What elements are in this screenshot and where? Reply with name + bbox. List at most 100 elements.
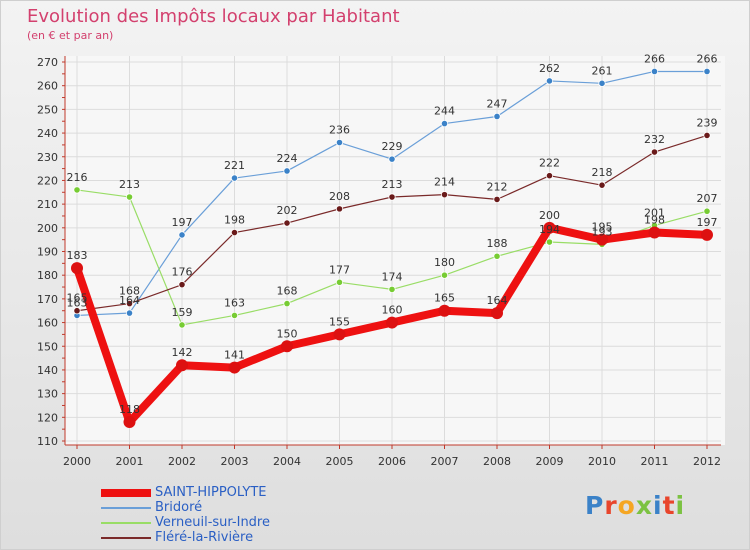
y-tick-label: 170 [37,293,58,306]
chart-subtitle: (en € et par an) [27,29,114,42]
data-label: 165 [67,292,88,305]
data-label: 213 [382,178,403,191]
legend-label: Bridoré [155,500,203,515]
data-point [283,300,291,308]
data-label: 214 [434,176,455,189]
data-label: 200 [539,209,560,222]
data-label: 176 [172,266,193,279]
chart-title: Evolution des Impôts locaux par Habitant [27,6,400,27]
logo-letter: P [585,491,605,520]
data-point [335,205,344,213]
y-tick-label: 110 [37,435,58,448]
data-point [545,238,554,246]
legend-swatch [101,507,151,509]
data-point [388,193,396,201]
x-tick-label: 2006 [378,455,406,468]
data-point [73,307,81,315]
proxiti-logo: Proxiti [585,491,685,520]
data-label: 141 [224,349,245,362]
data-point [283,219,291,227]
data-label: 221 [224,159,245,172]
data-point [335,278,344,286]
data-point [335,138,344,147]
data-label: 261 [592,64,613,77]
y-tick-label: 150 [37,340,58,353]
x-tick-label: 2008 [483,455,511,468]
logo-letter: i [653,491,663,520]
data-point [230,311,239,320]
data-point [598,79,606,87]
data-label: 195 [592,221,613,234]
data-point [491,307,503,320]
data-point [650,67,659,76]
data-point [650,148,659,156]
x-tick-label: 2000 [63,455,91,468]
plot-area [65,56,725,445]
data-point [125,309,134,317]
data-point [388,155,396,163]
logo-letter: r [604,491,618,520]
data-label: 202 [277,204,298,217]
y-tick-label: 270 [37,56,58,69]
data-point [230,228,239,237]
data-label: 150 [277,327,298,340]
y-tick-label: 240 [37,127,58,140]
y-tick-label: 130 [37,388,58,401]
data-label: 244 [434,105,455,118]
data-label: 216 [67,171,88,184]
data-label: 118 [119,403,140,416]
data-point [598,181,606,189]
data-label: 197 [697,216,718,229]
data-point [388,285,396,293]
data-label: 197 [172,216,193,229]
data-label: 201 [644,206,665,219]
data-point [230,174,239,182]
data-label: 224 [277,152,298,165]
data-label: 266 [697,52,718,65]
y-tick-label: 220 [37,174,58,187]
data-point [283,167,291,175]
logo-letter: o [617,491,636,520]
data-point [125,300,134,308]
data-label: 193 [592,225,613,238]
y-tick-label: 200 [37,222,58,235]
legend-swatch [101,489,151,497]
data-point [701,228,713,241]
y-tick-label: 260 [37,80,58,93]
data-label: 218 [592,166,613,179]
x-tick-label: 2002 [168,455,196,468]
x-tick-label: 2005 [326,455,354,468]
data-point [493,112,501,121]
logo-letter: t [662,491,676,520]
data-label: 213 [119,178,140,191]
data-point [71,262,83,275]
data-point [73,186,81,194]
data-point [493,195,501,203]
data-label: 222 [539,157,560,170]
legend-label: Fléré-la-Rivière [155,530,254,545]
data-label: 212 [487,180,508,193]
data-label: 194 [539,223,560,236]
data-point [123,416,136,429]
data-point [648,226,661,239]
logo-letter: i [675,491,686,520]
data-label: 163 [67,296,88,309]
data-label: 266 [644,52,665,65]
x-tick-label: 2011 [641,455,669,468]
y-tick-label: 210 [37,198,58,211]
data-point [333,328,346,341]
y-tick-label: 180 [37,269,58,282]
x-tick-label: 2004 [273,455,301,468]
data-label: 168 [277,285,298,298]
data-point [178,231,186,239]
data-point [703,67,711,76]
data-label: 183 [67,249,88,262]
data-point [178,321,186,329]
y-tick-label: 230 [37,151,58,164]
data-label: 236 [329,124,350,137]
x-tick-label: 2009 [536,455,564,468]
data-label: 229 [382,140,403,153]
data-point [493,252,501,260]
data-label: 177 [329,263,350,276]
